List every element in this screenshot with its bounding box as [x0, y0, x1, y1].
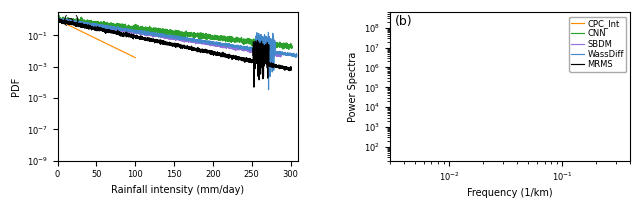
Text: (b): (b) — [394, 15, 412, 28]
Text: (a): (a) — [63, 15, 80, 28]
Legend: CPC_Int, CNN, SBDM, WassDiff, MRMS: CPC_Int, CNN, SBDM, WassDiff, MRMS — [569, 16, 626, 71]
Y-axis label: PDF: PDF — [12, 77, 21, 96]
X-axis label: Frequency (1/km): Frequency (1/km) — [467, 188, 553, 198]
CPC_Int — [627, 11, 634, 13]
Line: CNN: CNN — [390, 0, 630, 1]
SBDM — [627, 0, 634, 2]
Y-axis label: Power Spectra: Power Spectra — [348, 51, 358, 122]
WassDiff — [626, 0, 634, 1]
SBDM — [627, 0, 634, 1]
Line: CPC_Int: CPC_Int — [390, 0, 630, 12]
CNN — [627, 0, 634, 3]
WassDiff — [627, 0, 634, 1]
X-axis label: Rainfall intensity (mm/day): Rainfall intensity (mm/day) — [111, 185, 244, 195]
MRMS — [627, 0, 634, 1]
